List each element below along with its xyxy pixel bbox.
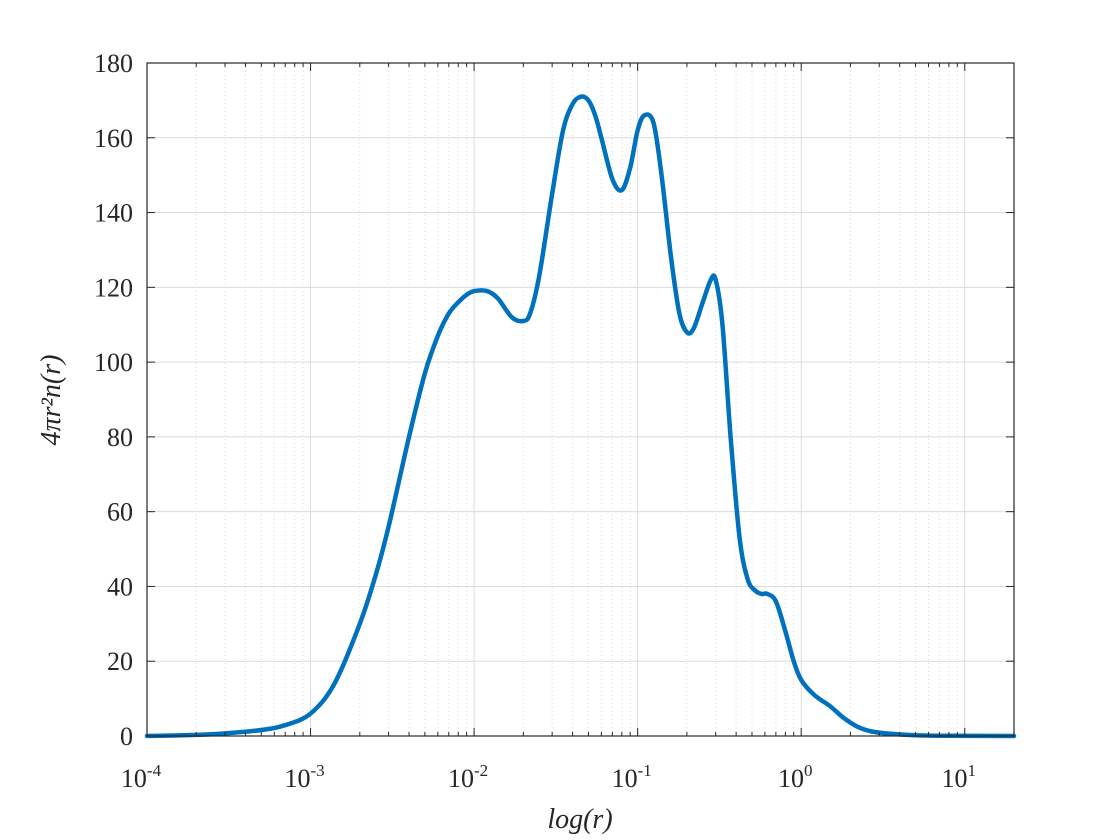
y-tick-label: 160 <box>94 124 133 153</box>
y-tick-label: 120 <box>94 273 133 302</box>
y-tick-label: 180 <box>94 49 133 78</box>
y-tick-label: 0 <box>120 722 133 751</box>
y-tick-label: 60 <box>107 498 133 527</box>
tick-marks <box>146 62 1015 737</box>
x-tick-label: 101 <box>942 761 977 793</box>
x-tick-labels: 10-4 10-3 10-2 10-1 100 101 <box>121 761 976 793</box>
x-tick-label: 10-2 <box>448 761 488 793</box>
plot-frame <box>146 62 1015 737</box>
y-tick-label: 40 <box>107 572 133 601</box>
y-tick-label: 20 <box>107 647 133 676</box>
x-tick-label: 10-4 <box>121 761 162 793</box>
grid <box>146 63 1015 736</box>
x-axis-label: log(r) <box>547 804 612 835</box>
y-tick-label: 100 <box>94 348 133 377</box>
x-tick-label: 10-1 <box>612 761 652 793</box>
plot-background <box>147 63 1014 736</box>
y-tick-label: 80 <box>107 423 133 452</box>
x-tick-label: 100 <box>778 761 813 793</box>
y-tick-labels: 0 20 40 60 80 100 120 140 160 180 <box>94 49 133 751</box>
series-line <box>144 94 1017 739</box>
x-tick-label: 10-3 <box>284 761 324 793</box>
y-axis-label: 4πr²n(r) <box>36 355 67 446</box>
y-tick-label: 140 <box>94 199 133 228</box>
